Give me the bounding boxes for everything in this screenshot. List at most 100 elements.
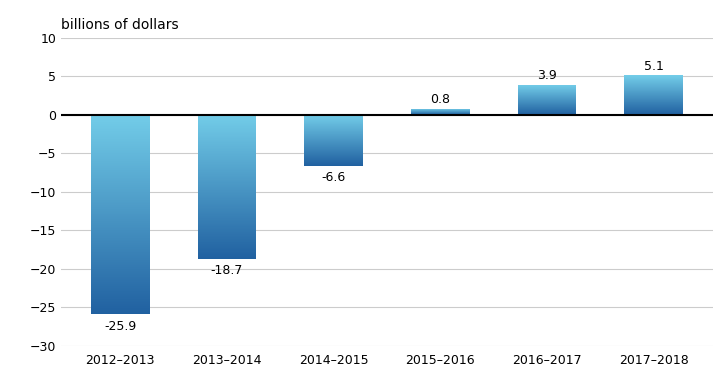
- Bar: [91, 203, 150, 205]
- Bar: [91, 298, 150, 299]
- Bar: [197, 185, 256, 186]
- Bar: [197, 257, 256, 258]
- Bar: [91, 200, 150, 202]
- Bar: [197, 144, 256, 145]
- Bar: [91, 145, 150, 146]
- Bar: [91, 306, 150, 307]
- Bar: [197, 131, 256, 132]
- Bar: [197, 230, 256, 231]
- Bar: [91, 267, 150, 268]
- Bar: [91, 173, 150, 174]
- Bar: [91, 258, 150, 259]
- Bar: [197, 179, 256, 180]
- Bar: [197, 178, 256, 179]
- Bar: [197, 167, 256, 168]
- Bar: [91, 129, 150, 130]
- Bar: [197, 249, 256, 250]
- Bar: [197, 146, 256, 147]
- Bar: [197, 224, 256, 225]
- Bar: [91, 138, 150, 139]
- Bar: [91, 202, 150, 203]
- Bar: [197, 174, 256, 175]
- Bar: [91, 243, 150, 244]
- Bar: [91, 206, 150, 208]
- Bar: [91, 146, 150, 147]
- Bar: [91, 277, 150, 278]
- Bar: [197, 223, 256, 224]
- Bar: [91, 214, 150, 215]
- Bar: [91, 288, 150, 290]
- Bar: [91, 176, 150, 177]
- Bar: [197, 235, 256, 236]
- Bar: [197, 186, 256, 187]
- Bar: [197, 197, 256, 198]
- Bar: [91, 179, 150, 180]
- Bar: [91, 156, 150, 158]
- Bar: [197, 122, 256, 123]
- Bar: [91, 147, 150, 148]
- Bar: [91, 150, 150, 151]
- Bar: [197, 120, 256, 121]
- Bar: [197, 187, 256, 188]
- Bar: [197, 148, 256, 149]
- Bar: [197, 156, 256, 157]
- Bar: [91, 141, 150, 142]
- Bar: [91, 128, 150, 129]
- Bar: [91, 209, 150, 211]
- Bar: [91, 155, 150, 156]
- Bar: [91, 240, 150, 241]
- Bar: [197, 255, 256, 256]
- Bar: [197, 137, 256, 138]
- Bar: [197, 133, 256, 134]
- Bar: [91, 161, 150, 162]
- Bar: [91, 183, 150, 185]
- Bar: [197, 158, 256, 159]
- Bar: [197, 130, 256, 131]
- Bar: [91, 226, 150, 227]
- Bar: [91, 133, 150, 135]
- Bar: [197, 244, 256, 245]
- Bar: [197, 180, 256, 181]
- Bar: [91, 218, 150, 220]
- Bar: [91, 116, 150, 117]
- Bar: [91, 275, 150, 276]
- Bar: [197, 195, 256, 196]
- Bar: [197, 203, 256, 204]
- Bar: [197, 219, 256, 220]
- Bar: [197, 181, 256, 182]
- Bar: [91, 262, 150, 264]
- Bar: [197, 192, 256, 193]
- Bar: [91, 302, 150, 303]
- Bar: [197, 115, 256, 116]
- Bar: [197, 213, 256, 214]
- Bar: [197, 218, 256, 219]
- Bar: [197, 176, 256, 177]
- Bar: [91, 154, 150, 155]
- Bar: [197, 228, 256, 229]
- Bar: [197, 216, 256, 217]
- Bar: [197, 240, 256, 241]
- Bar: [197, 221, 256, 222]
- Bar: [197, 189, 256, 190]
- Bar: [197, 246, 256, 247]
- Bar: [91, 264, 150, 265]
- Bar: [91, 142, 150, 143]
- Bar: [91, 136, 150, 138]
- Bar: [91, 259, 150, 261]
- Bar: [91, 159, 150, 161]
- Bar: [91, 313, 150, 314]
- Bar: [197, 248, 256, 249]
- Bar: [91, 165, 150, 167]
- Bar: [91, 122, 150, 123]
- Bar: [91, 121, 150, 122]
- Bar: [197, 161, 256, 162]
- Bar: [91, 119, 150, 120]
- Bar: [91, 127, 150, 128]
- Bar: [91, 235, 150, 237]
- Bar: [91, 287, 150, 288]
- Bar: [197, 247, 256, 248]
- Bar: [197, 188, 256, 189]
- Bar: [197, 252, 256, 253]
- Bar: [197, 243, 256, 244]
- Bar: [197, 239, 256, 240]
